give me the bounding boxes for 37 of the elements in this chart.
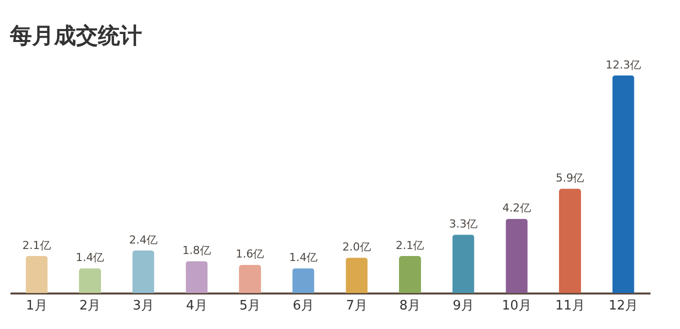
bar — [132, 250, 154, 293]
bar — [79, 268, 101, 293]
data-label: 1.4亿 — [289, 251, 318, 264]
data-label: 2.0亿 — [342, 240, 371, 254]
bar — [346, 258, 368, 293]
bar — [186, 261, 208, 293]
x-tick-label: 9月 — [452, 298, 474, 314]
x-tick-label: 3月 — [132, 298, 154, 314]
data-label: 1.6亿 — [236, 248, 264, 261]
bar — [452, 234, 474, 293]
bar — [506, 218, 528, 293]
bar — [612, 75, 634, 293]
x-tick-label: 12月 — [608, 298, 638, 314]
data-label: 1.4亿 — [76, 251, 104, 264]
data-label: 1.8亿 — [182, 244, 211, 258]
data-label: 2.4亿 — [129, 234, 158, 247]
bar — [399, 256, 421, 293]
bar — [239, 264, 261, 293]
x-tick-label: 7月 — [346, 298, 368, 314]
x-tick-label: 1月 — [26, 298, 48, 314]
data-label: 5.9亿 — [556, 172, 584, 185]
x-tick-label: 6月 — [292, 298, 314, 314]
x-tick-label: 10月 — [502, 298, 532, 314]
data-label: 2.1亿 — [396, 238, 424, 252]
chart-title: 每月成交统计 — [9, 23, 142, 49]
x-tick-label: 8月 — [399, 298, 421, 314]
x-tick-label: 5月 — [239, 298, 261, 314]
data-label: 3.3亿 — [449, 218, 478, 231]
x-tick-label: 11月 — [555, 298, 585, 314]
data-label: 12.3亿 — [606, 58, 642, 72]
bar — [26, 256, 48, 293]
data-label: 4.2亿 — [502, 202, 531, 215]
x-tick-label: 2月 — [79, 298, 101, 314]
bar — [292, 268, 314, 293]
x-tick-label: 4月 — [186, 298, 208, 314]
data-label: 2.1亿 — [22, 238, 51, 252]
bar — [559, 188, 581, 293]
